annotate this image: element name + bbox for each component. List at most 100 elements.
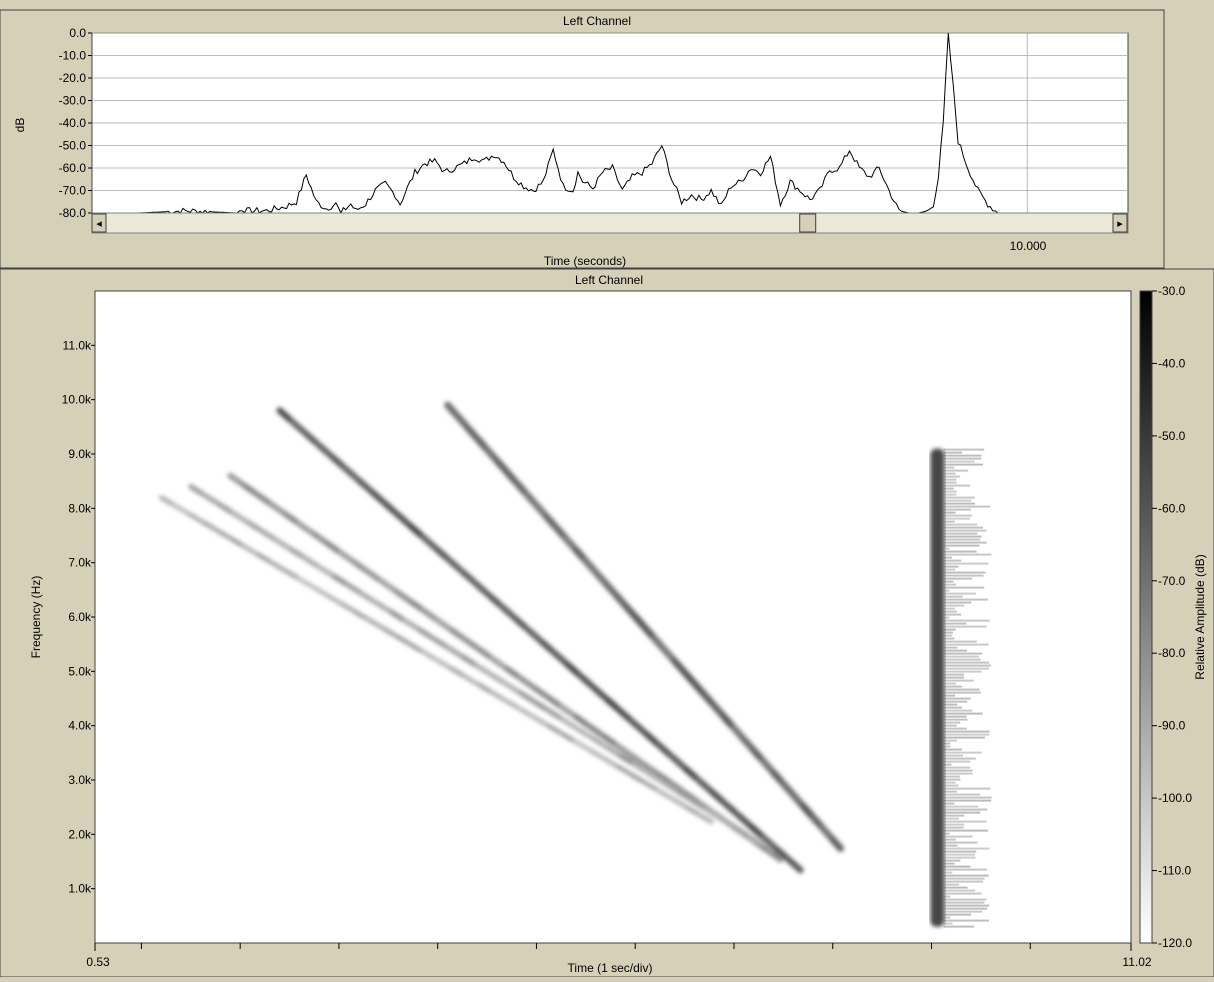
chirp-segment — [431, 636, 449, 649]
chirp-segment — [564, 661, 582, 677]
impulse-tail — [943, 616, 950, 619]
scroll-left-icon: ◂ — [96, 218, 102, 230]
impulse-tail — [943, 451, 962, 454]
impulse-tail — [943, 802, 955, 805]
chirp-segment — [700, 691, 716, 708]
chirp-segment — [531, 699, 549, 712]
chirp-segment — [276, 407, 294, 423]
chirp-segment — [589, 734, 606, 748]
impulse-tail — [943, 658, 981, 661]
impulse-tail — [943, 631, 953, 634]
impulse-tail — [943, 577, 973, 580]
chirp-segment — [669, 753, 686, 770]
impulse-tail — [943, 733, 990, 736]
impulse-tail — [943, 889, 976, 892]
impulse-tail — [943, 919, 989, 922]
chirp-segment — [446, 557, 464, 574]
chirp-segment — [388, 609, 406, 622]
impulse-tail — [943, 910, 983, 913]
scroll-thumb[interactable] — [799, 213, 817, 233]
chirp-segment — [513, 479, 529, 496]
chirp-segment — [670, 796, 687, 808]
chirp-segment — [651, 635, 667, 652]
impulse-tail — [943, 736, 985, 739]
chirp-segment — [779, 780, 795, 797]
impulse-tail — [943, 829, 988, 832]
chirp-segment — [532, 715, 548, 727]
chirp-segment — [473, 435, 489, 451]
chirp-segment — [360, 591, 377, 605]
freq-tick-label: 5.0k — [68, 664, 92, 678]
chirp-segment — [227, 472, 245, 487]
impulse-tail — [943, 475, 961, 478]
chirp-segment — [228, 535, 244, 548]
chirp-segment — [546, 708, 563, 721]
impulse-tail — [943, 916, 951, 919]
top-y-axis: 0.0 -10.0 -20.0 -30.0 -40.0 -50.0 -60.0 -70.0 -8… — [59, 26, 92, 220]
impulse-tail — [943, 856, 976, 859]
chirp-segment — [730, 724, 746, 741]
chirp-segment — [403, 618, 420, 631]
top-y-tick-label: 0.0 — [69, 26, 86, 40]
impulse-tail — [943, 487, 954, 490]
impulse-tail — [943, 883, 960, 886]
freq-tick-label: 4.0k — [68, 719, 92, 733]
chirp-segment — [490, 690, 507, 702]
impulse-tail — [943, 460, 975, 463]
chirp-segment — [324, 540, 342, 554]
chirp-segment — [355, 476, 372, 493]
impulse-tail — [943, 601, 972, 604]
impulse-tail — [943, 550, 977, 553]
top-y-tick-label: -30.0 — [59, 94, 87, 108]
chirp-segment — [241, 544, 258, 556]
scroll-right-button[interactable] — [1112, 213, 1128, 233]
chirp-segment — [612, 591, 627, 607]
impulse-tail — [943, 838, 956, 841]
chirp-segment — [632, 761, 649, 775]
chirp-segment — [819, 824, 835, 841]
chirp-segment — [368, 488, 385, 504]
chirp-segment — [172, 503, 189, 515]
chirp-segment — [614, 742, 632, 757]
impulse-tail — [943, 559, 962, 562]
impulse-tail — [943, 526, 983, 529]
chirp-segment — [586, 723, 604, 738]
impulse-tail — [943, 826, 964, 829]
chirp-segment — [656, 788, 673, 800]
impulse-tail — [943, 643, 989, 646]
impulse-tail — [943, 583, 957, 586]
impulse-tail — [943, 853, 975, 856]
impulse-tail — [943, 847, 990, 850]
chirp-segment — [577, 672, 595, 689]
impulse-tail — [943, 715, 967, 718]
impulse-tail — [943, 814, 965, 817]
impulse-tail — [943, 466, 955, 469]
chirp-segment — [188, 484, 205, 497]
chirp-segment — [760, 834, 778, 851]
impulse-tail — [943, 697, 971, 700]
impulse-tail — [943, 898, 987, 901]
chirp-segment — [485, 592, 503, 608]
chirp-segment — [721, 799, 739, 816]
impulse-tail — [943, 874, 989, 877]
impulse-tail — [943, 832, 950, 835]
scroll-right-icon: ▸ — [1117, 218, 1123, 230]
impulse-tail — [943, 469, 969, 472]
impulse-tail — [943, 751, 982, 754]
impulse-tail — [943, 694, 956, 697]
chirp-segment — [255, 492, 272, 506]
impulse-tail — [943, 556, 952, 559]
chirp-segment — [628, 772, 645, 784]
chirp-segment — [533, 501, 548, 518]
chirp-segment — [216, 501, 234, 515]
impulse-tail — [943, 547, 950, 550]
scrollbar-track[interactable] — [91, 212, 1129, 234]
chirp-segment — [310, 530, 328, 545]
impulse-tail — [943, 823, 965, 826]
spectrogram-marks — [158, 401, 992, 928]
scroll-left-button[interactable] — [91, 213, 107, 233]
impulse-tail — [943, 478, 957, 481]
impulse-tail — [943, 766, 971, 769]
chirp-segment — [459, 569, 477, 585]
impulse-tail — [943, 841, 978, 844]
